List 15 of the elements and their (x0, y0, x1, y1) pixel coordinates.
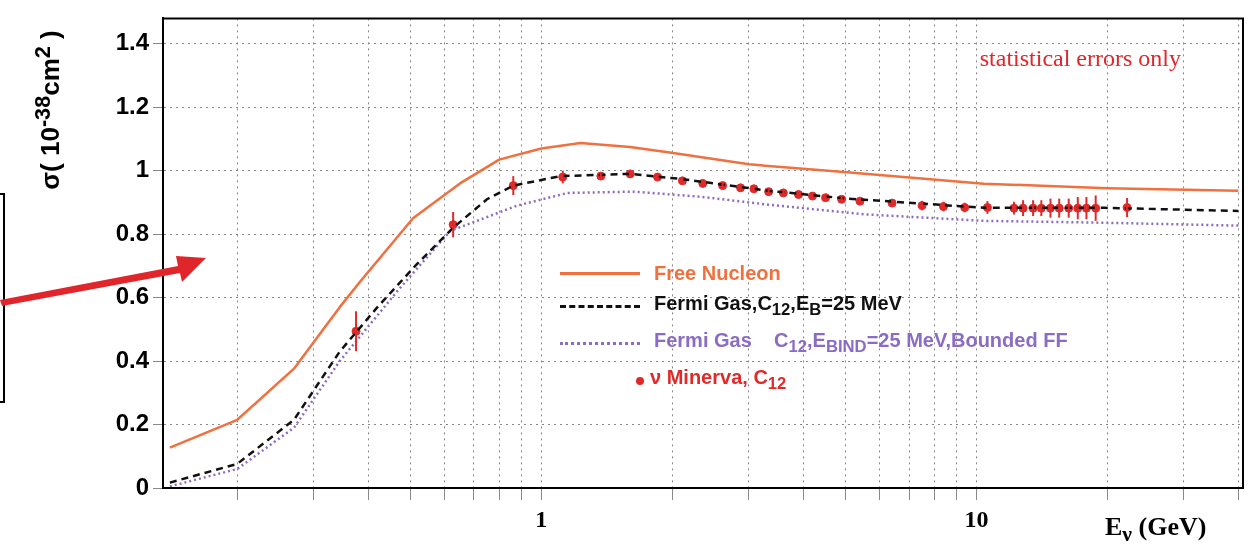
y-tick-label: 1 (135, 155, 149, 183)
y-tick-label: 1.4 (115, 28, 150, 56)
y-tick-label: 0.6 (115, 282, 149, 310)
x-tick-label: 10 (964, 505, 989, 532)
y-tick-label: 0.8 (115, 218, 149, 246)
legend-label: Fermi Gas C$_{12}$,E$_{BIND}$=25 MeV,Bounded FF (654, 328, 1068, 358)
y-tick-label: 0 (135, 472, 149, 500)
y-tick-label: 0.2 (115, 409, 149, 437)
legend-label: Free Nucleon (654, 261, 781, 286)
y-tick-label: 0.4 (115, 345, 150, 373)
y-tick-label: 1.2 (115, 91, 149, 119)
annotation: statistical errors only (979, 45, 1181, 72)
legend-label: Fermi Gas,C$_{12}$,E$_{B}$=25 MeV (654, 291, 902, 321)
legend-label: ν Minerva, C$_{12}$ (650, 365, 787, 395)
x-axis-title: E$_{ν}$ (GeV) (1105, 512, 1207, 548)
